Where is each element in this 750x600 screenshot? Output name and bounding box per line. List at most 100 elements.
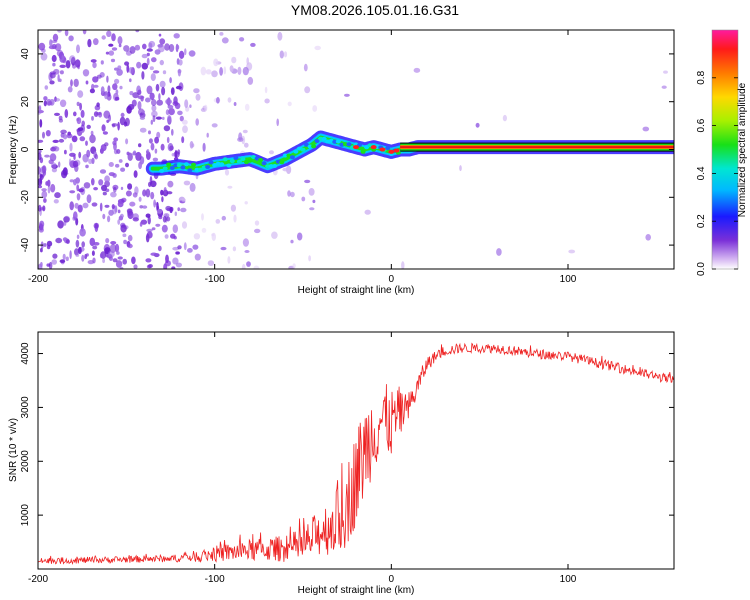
spectrogram-noise-point — [286, 165, 292, 175]
spectrogram-noise-point — [53, 68, 60, 75]
spectrogram-noise-point — [132, 92, 139, 99]
spectrogram-noise-point — [104, 142, 109, 147]
spectrogram-noise-point — [156, 131, 161, 139]
spectrogram-noise-point — [254, 228, 261, 234]
spectrogram-noise-point — [141, 71, 145, 80]
spectrogram-noise-point — [138, 196, 142, 202]
spectrogram-noise-point — [211, 232, 216, 241]
spectrogram-noise-point — [237, 137, 244, 143]
spectrogram-noise-point — [128, 67, 134, 74]
spectrogram-noise-point — [170, 233, 176, 239]
spectrogram-noise-point — [75, 177, 80, 184]
spectrogram-ridge-blob — [321, 136, 327, 141]
spectrogram-noise-point — [168, 44, 175, 52]
spectrogram-noise-point — [264, 98, 270, 104]
spectrogram-noise-point — [38, 139, 44, 143]
spectrogram-noise-point — [57, 220, 64, 229]
colorbar-tick-label: 0.4 — [696, 166, 707, 180]
spectrogram-noise-point — [304, 179, 311, 184]
spectrogram-noise-point — [51, 259, 57, 265]
spectrogram-noise-point — [38, 263, 43, 269]
spectrogram-noise-point — [164, 43, 170, 51]
spectrogram-noise-point — [297, 232, 303, 241]
spectrogram-noise-point — [129, 78, 132, 83]
spectrogram-noise-point — [175, 85, 182, 90]
spectrogram-noise-point — [155, 116, 162, 120]
spectrogram-noise-point — [76, 193, 81, 201]
spectrogram-noise-point — [180, 207, 187, 213]
spectrogram-ridge-blob — [219, 162, 225, 167]
spectrogram-noise-point — [102, 191, 107, 196]
spectrogram-noise-point — [114, 78, 120, 84]
spectrogram-noise-point — [91, 83, 95, 90]
spectrogram-ridge-blob — [360, 149, 366, 154]
spectrogram-noise-point — [105, 238, 110, 244]
spectrogram-ridge-blob — [335, 139, 341, 144]
spectrogram-noise-point — [192, 244, 199, 250]
spectrogram-noise-point — [195, 118, 199, 126]
spectrogram-noise-point — [42, 165, 47, 174]
spectrogram-noise-point — [154, 148, 158, 154]
spectrogram-noise-point — [57, 74, 60, 82]
spectrogram-noise-point — [308, 188, 315, 196]
spectrogram-noise-point — [137, 95, 145, 100]
spectrogram-noise-point — [171, 153, 175, 157]
spectrogram-ridge-blob — [272, 164, 278, 168]
spectrogram-noise-point — [44, 154, 50, 158]
colorbar-tick-label: 0.2 — [696, 214, 707, 228]
spectrogram-noise-point — [459, 165, 462, 172]
spectrogram-noise-point — [148, 42, 153, 49]
spectrogram-noise-point — [91, 178, 95, 186]
spectrogram-noise-point — [89, 88, 95, 94]
spectrogram-ridge-peak — [379, 147, 386, 152]
spectrogram-noise-point — [138, 143, 142, 148]
spectrogram-ridge-blob — [166, 162, 172, 167]
spectrogram-noise-point — [112, 258, 118, 263]
spectrogram-noise-point — [74, 59, 81, 68]
spectrogram-noise-point — [502, 114, 507, 122]
spectrogram-noise-point — [71, 135, 78, 143]
spectrogram-noise-point — [241, 263, 246, 269]
spectrogram-noise-point — [129, 91, 134, 96]
spectrogram-noise-point — [125, 190, 132, 197]
spectrogram-noise-point — [52, 253, 58, 259]
spectrogram-noise-point — [59, 64, 66, 69]
spectrogram-noise-point — [122, 233, 127, 238]
spectrogram-noise-point — [111, 33, 116, 42]
spectrogram-ridge-blob — [226, 163, 232, 168]
spectrogram-noise-point — [112, 83, 118, 91]
spectrogram-noise-point — [133, 264, 138, 269]
spectrogram-noise-point — [39, 119, 43, 128]
spectrogram-noise-point — [91, 250, 95, 256]
spectrogram-noise-point — [104, 90, 109, 100]
spectrogram-noise-point — [49, 80, 55, 85]
spectrogram-noise-point — [53, 199, 59, 204]
spectrogram-noise-point — [157, 245, 162, 252]
spectrogram-noise-point — [146, 149, 150, 154]
spectrogram-noise-point — [364, 209, 371, 215]
spectrogram-noise-point — [184, 99, 189, 109]
spectrogram-noise-point — [42, 205, 46, 212]
spectrogram-noise-point — [276, 118, 280, 127]
spectrogram-noise-point — [38, 152, 42, 161]
spectrogram-noise-point — [182, 125, 188, 134]
spectrogram-noise-point — [183, 180, 191, 186]
spectrogram-noise-point — [91, 202, 98, 207]
spectrogram-noise-point — [239, 37, 245, 42]
spectrogram-noise-point — [96, 102, 100, 107]
spectrogram-noise-point — [88, 158, 93, 164]
spectrogram-noise-point — [98, 179, 104, 186]
spectrogram-noise-point — [147, 216, 151, 225]
spectrogram-ridge-blob — [279, 160, 285, 165]
colorbar-frame — [711, 29, 739, 270]
spectrogram-noise-point — [114, 67, 119, 71]
spectrogram-ridge-blob — [233, 156, 239, 160]
spectrogram-noise-point — [568, 249, 576, 254]
spectrogram-noise-point — [92, 257, 96, 264]
spectrogram-noise-point — [48, 261, 53, 269]
spectrogram-noise-point — [133, 150, 137, 156]
spectrogram-noise-point — [287, 101, 292, 107]
spectrogram-noise-point — [150, 252, 158, 256]
spectrogram-noise-point — [47, 179, 51, 187]
